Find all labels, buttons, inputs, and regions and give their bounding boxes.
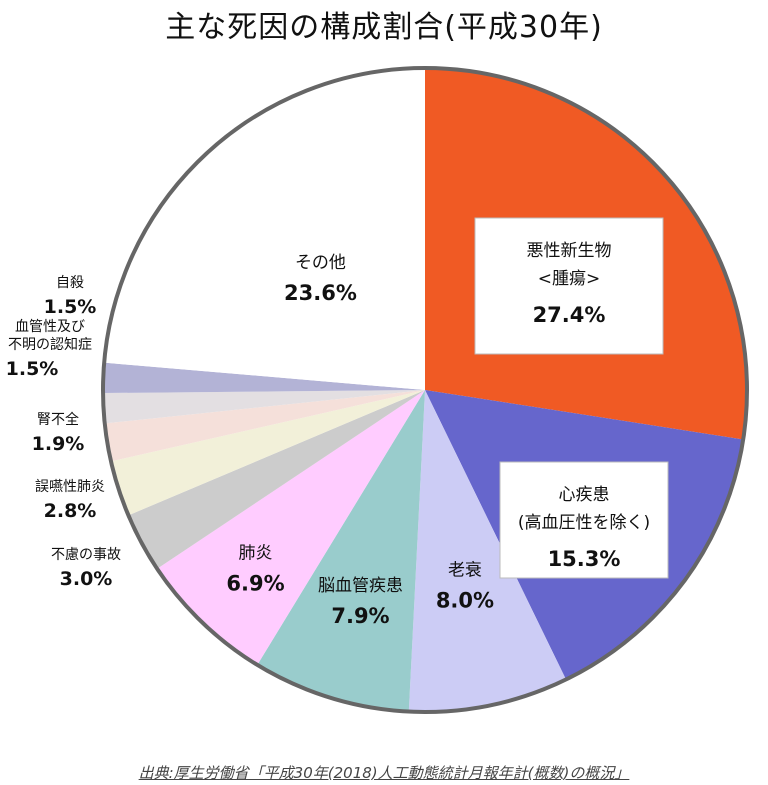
slice-label-sub: (高血圧性を除く) [518,513,650,533]
pie-slice [111,390,425,516]
slice-label-sub: 不明の認知症 [8,336,92,353]
pie-slice [102,362,426,394]
label-box [499,461,669,579]
pie-slice [408,390,567,712]
slice-label: 腎不全 [37,411,79,428]
slice-value-label: 7.9% [331,604,389,628]
slice-value-label: 1.5% [44,296,97,318]
pie-slice [104,68,425,390]
pie-slice [103,390,425,424]
slice-label: 血管性及び [15,319,85,335]
pie-slice [104,390,426,462]
slice-label: 自殺 [56,275,84,291]
slice-label: 肺炎 [239,544,273,564]
pie-slice [128,390,425,569]
slice-value-label: 23.6% [284,281,357,305]
pie-chart: 悪性新生物 <腫瘍> 27.4% 心疾患 (高血圧性を除く) 15.3% 老衰 8.0% 脳血管… [6,66,749,714]
slice-label: 心疾患 [559,485,610,505]
source-note: 出典:厚生労働省「平成30年(2018)人工動態統計月報年計(概数)の概況」 [138,764,630,782]
slice-label-sub: <腫瘍> [538,269,601,289]
slice-value-label: 27.4% [533,303,606,327]
slice-value-label: 8.0% [436,589,494,613]
slice-value-label: 1.5% [6,358,59,380]
slice-label: 脳血管疾患 [318,576,403,596]
slice-label: 誤嚥性肺炎 [35,479,105,495]
slice-label: その他 [295,253,346,273]
pie-slice [157,390,425,665]
slice-label: 老衰 [448,561,482,581]
slice-value-label: 15.3% [548,547,621,571]
slice-value-label: 2.8% [44,500,97,522]
slice-value-label: 6.9% [226,572,284,596]
slice-value-label: 3.0% [60,568,113,590]
label-box [474,217,664,355]
slice-label: 不慮の事故 [51,547,121,563]
pie-slice [257,390,425,712]
slice-value-label: 1.9% [32,433,85,455]
chart-title: 主な死因の構成割合(平成30年) [165,10,603,45]
slice-label: 悪性新生物 [527,241,612,261]
pie-outline [101,66,749,714]
